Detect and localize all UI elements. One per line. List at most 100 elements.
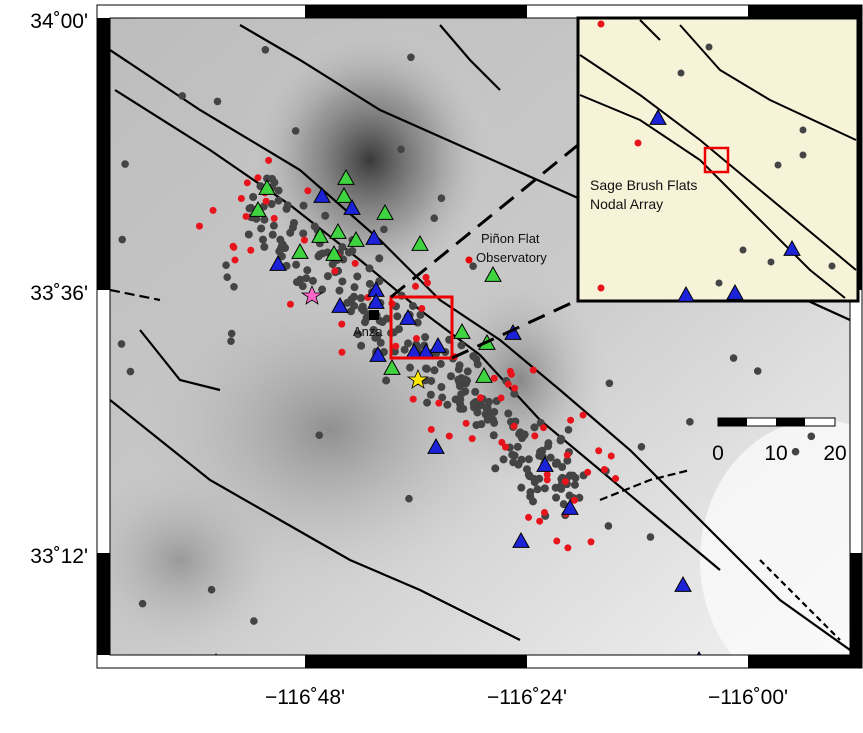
event-dot [393,312,401,320]
event-dot [338,243,346,251]
event-dot [350,283,358,291]
event-dot-red [410,396,417,403]
event-dot [329,260,337,268]
place-label: Observatory [476,250,547,265]
event-dot [523,465,531,473]
event-dot [686,418,694,426]
event-dot [427,377,435,385]
event-dot [768,259,775,266]
event-dot-red [210,207,217,214]
event-dot [299,229,307,237]
lon-label: −116˚00' [708,686,788,709]
event-dot-red [254,174,261,181]
event-dot [316,251,324,259]
event-dot [270,222,278,230]
event-dot [259,236,267,244]
event-dot-red [567,417,574,424]
event-dot-red [511,423,518,430]
event-dot [338,277,346,285]
event-dot [257,225,265,233]
event-dot [598,21,605,28]
event-dot-red [230,244,237,251]
event-dot [118,236,126,244]
event-dot-red [418,305,425,312]
event-dot [517,484,525,492]
event-dot [405,495,413,503]
event-dot-red [271,215,278,222]
event-dot [490,431,498,439]
event-dot [416,311,424,319]
event-dot [598,285,605,292]
event-dot [454,376,462,384]
event-dot [678,70,685,77]
event-dot [500,455,508,463]
event-dot-red [530,367,537,374]
event-dot-red [491,375,498,382]
event-dot-red [301,237,308,244]
event-dot [227,337,235,345]
event-dot [260,216,268,224]
event-dot-red [580,412,587,419]
event-dot [606,379,614,387]
event-dot [447,372,455,380]
event-dot [437,360,445,368]
event-dot-red [540,424,547,431]
event-dot [514,443,522,451]
event-dot-red [331,267,338,274]
event-dot [269,231,277,239]
event-dot [382,377,390,385]
event-dot [541,484,549,492]
event-dot [230,283,238,291]
event-dot [706,44,713,51]
event-dot-red [244,179,251,186]
event-dot [740,247,747,254]
event-dot [531,478,539,486]
event-dot [404,339,412,347]
inset-label: Nodal Array [590,196,663,212]
event-dot [438,194,446,202]
event-dot-red [338,321,345,328]
event-dot [430,214,438,222]
event-dot [208,586,216,594]
lon-label: −116˚24' [487,686,567,709]
event-dot-red [553,538,560,545]
event-dot [457,341,465,349]
event-dot [375,254,383,262]
event-dot [406,364,414,372]
event-dot [455,365,463,373]
event-dot [222,261,230,269]
event-dot [504,410,512,418]
inset [578,18,858,301]
event-dot [299,282,307,290]
event-dot-red [531,432,538,439]
event-dot [357,342,365,350]
event-dot-red [502,444,509,451]
event-dot-red [595,447,602,454]
inset-label: Sage Brush Flats [590,177,697,193]
event-dot-red [544,476,551,483]
event-dot-red [608,453,615,460]
event-dot-red [469,435,476,442]
event-dot [292,127,300,135]
lat-label: 34˚00' [30,10,88,33]
event-dot [348,247,356,255]
event-dot-red [564,452,571,459]
event-dot [353,272,361,280]
event-dot [397,145,405,153]
event-dot-red [232,257,239,264]
event-dot [395,325,403,333]
event-dot [491,464,499,472]
event-dot [730,354,738,362]
event-dot-red [428,426,435,433]
event-dot [228,330,236,338]
event-dot [268,175,276,183]
event-dot [635,140,642,147]
event-dot-red [601,466,608,473]
event-dot [476,402,484,410]
event-dot [552,494,560,502]
event-dot [807,433,815,441]
event-dot-red [508,371,515,378]
event-dot [324,272,332,280]
event-dot [754,367,762,375]
event-dot-red [247,247,254,254]
